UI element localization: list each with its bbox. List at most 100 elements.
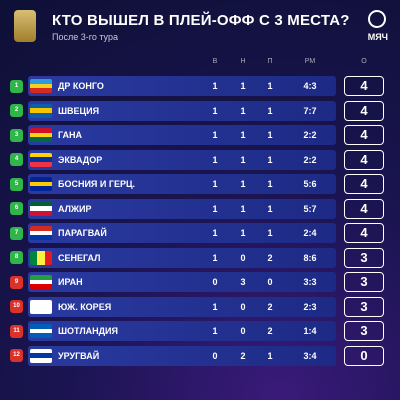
points: 4 — [344, 223, 384, 243]
cell: 7:7 — [303, 105, 317, 116]
cell: 1 — [212, 130, 218, 140]
points: 4 — [344, 198, 384, 219]
points: 4 — [344, 149, 384, 170]
cell: 2:4 — [303, 228, 317, 238]
team-name: БОСНИЯ И ГЕРЦ. — [58, 179, 136, 189]
cell: 1 — [240, 105, 246, 116]
points: 4 — [344, 125, 384, 145]
team-name: УРУГВАЙ — [58, 350, 100, 361]
team-name: ЭКВАДОР — [58, 154, 103, 165]
cell: 5:6 — [303, 179, 317, 189]
row — [28, 345, 336, 366]
cell: 2:2 — [303, 154, 317, 165]
cell: 0 — [240, 301, 246, 312]
cell: 1 — [240, 81, 246, 91]
cell: 3 — [240, 277, 246, 287]
points: 4 — [344, 174, 384, 194]
cell: 0 — [240, 326, 246, 336]
rank-badge: 4 — [10, 153, 23, 166]
cell: 0 — [267, 277, 273, 287]
row — [28, 321, 336, 341]
cell: 1:4 — [303, 326, 317, 336]
cell: 3:3 — [303, 277, 317, 287]
points: 3 — [344, 247, 384, 268]
rank-badge: 11 — [10, 324, 23, 338]
team-name: ПАРАГВАЙ — [58, 228, 107, 238]
cell: 1 — [212, 179, 218, 189]
cell: 1 — [212, 252, 218, 263]
flag — [30, 128, 52, 142]
cell: 1 — [267, 81, 273, 91]
cell: 0 — [212, 350, 218, 361]
flag — [30, 226, 52, 240]
column-header: П — [267, 58, 273, 65]
team-name: ЮЖ. КОРЕЯ — [58, 301, 112, 312]
flag — [30, 324, 52, 338]
team-name: ШВЕЦИЯ — [58, 105, 100, 116]
cell: 1 — [267, 179, 273, 189]
rank-badge: 9 — [10, 275, 23, 289]
flag — [30, 103, 52, 118]
row — [28, 247, 336, 268]
cell: 8:6 — [303, 252, 317, 263]
cell: 1 — [267, 130, 273, 140]
cell: 1 — [267, 350, 273, 361]
brand-icon — [368, 10, 386, 28]
row — [28, 272, 336, 292]
cell: 1 — [212, 154, 218, 165]
column-header: Н — [240, 58, 246, 65]
cell: 2 — [267, 301, 273, 312]
rank-badge: 7 — [10, 226, 23, 240]
flag — [30, 152, 52, 167]
cell: 5:7 — [303, 203, 317, 214]
title: КТО ВЫШЕЛ В ПЛЕЙ-ОФФ С 3 МЕСТА? — [52, 12, 350, 29]
flag — [30, 250, 52, 265]
cell: 1 — [240, 203, 246, 214]
row — [28, 149, 336, 170]
rank-badge: 3 — [10, 128, 23, 142]
cell: 1 — [267, 203, 273, 214]
cell: 3:4 — [303, 350, 317, 361]
cell: 1 — [212, 203, 218, 214]
points: 0 — [344, 345, 384, 366]
team-name: ШОТЛАНДИЯ — [58, 326, 118, 336]
points: 3 — [344, 321, 384, 341]
cell: 1 — [267, 154, 273, 165]
cell: 0 — [212, 277, 218, 287]
team-name: СЕНЕГАЛ — [58, 252, 101, 263]
rank-badge: 12 — [10, 349, 23, 362]
flag — [30, 348, 52, 363]
team-name: ИРАН — [58, 277, 83, 287]
cell: 1 — [212, 105, 218, 116]
cell: 1 — [240, 154, 246, 165]
cell: 2:2 — [303, 130, 317, 140]
points: 4 — [344, 76, 384, 96]
flag — [30, 275, 52, 289]
cell: 1 — [267, 228, 273, 238]
row — [28, 296, 336, 317]
cell: 0 — [240, 252, 246, 263]
cell: 4:3 — [303, 81, 317, 91]
points: 3 — [344, 296, 384, 317]
row — [28, 125, 336, 145]
rank-badge: 1 — [10, 79, 23, 93]
column-header: О — [361, 58, 367, 65]
column-header: В — [212, 58, 218, 65]
flag — [30, 299, 52, 314]
team-name: ГАНА — [58, 130, 83, 140]
rank-badge: 2 — [10, 104, 23, 117]
cell: 1 — [212, 326, 218, 336]
cell: 1 — [240, 179, 246, 189]
row — [28, 198, 336, 219]
row — [28, 76, 336, 96]
flag — [30, 177, 52, 191]
row — [28, 174, 336, 194]
rank-badge: 5 — [10, 177, 23, 191]
row — [28, 100, 336, 121]
cell: 1 — [267, 105, 273, 116]
rank-badge: 8 — [10, 251, 23, 264]
points: 4 — [344, 100, 384, 121]
row — [28, 223, 336, 243]
brand: МЯЧ — [367, 32, 388, 42]
